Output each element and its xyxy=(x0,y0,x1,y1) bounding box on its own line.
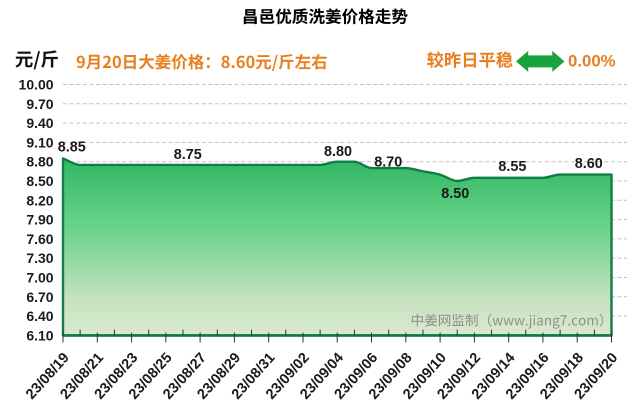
svg-text:8.50: 8.50 xyxy=(26,173,53,189)
svg-text:8.80: 8.80 xyxy=(26,154,53,170)
svg-text:6.40: 6.40 xyxy=(26,308,53,324)
svg-text:8.85: 8.85 xyxy=(58,140,86,156)
svg-text:7.30: 7.30 xyxy=(26,250,53,266)
svg-text:6.10: 6.10 xyxy=(26,327,53,343)
svg-text:10.00: 10.00 xyxy=(19,77,54,93)
svg-text:7.90: 7.90 xyxy=(26,212,53,228)
svg-text:7.00: 7.00 xyxy=(26,270,53,286)
svg-text:8.75: 8.75 xyxy=(174,147,202,163)
svg-text:8.80: 8.80 xyxy=(324,144,352,160)
svg-text:7.60: 7.60 xyxy=(26,231,53,247)
svg-text:8.55: 8.55 xyxy=(498,159,526,175)
svg-text:9.70: 9.70 xyxy=(26,96,53,112)
svg-text:8.70: 8.70 xyxy=(374,154,402,170)
svg-text:9.10: 9.10 xyxy=(26,134,53,150)
svg-text:9.40: 9.40 xyxy=(26,115,53,131)
svg-text:6.70: 6.70 xyxy=(26,289,53,305)
svg-text:8.20: 8.20 xyxy=(26,192,53,208)
svg-text:8.50: 8.50 xyxy=(441,186,469,202)
svg-text:0.00%: 0.00% xyxy=(568,51,616,70)
svg-text:8.60: 8.60 xyxy=(575,156,603,172)
